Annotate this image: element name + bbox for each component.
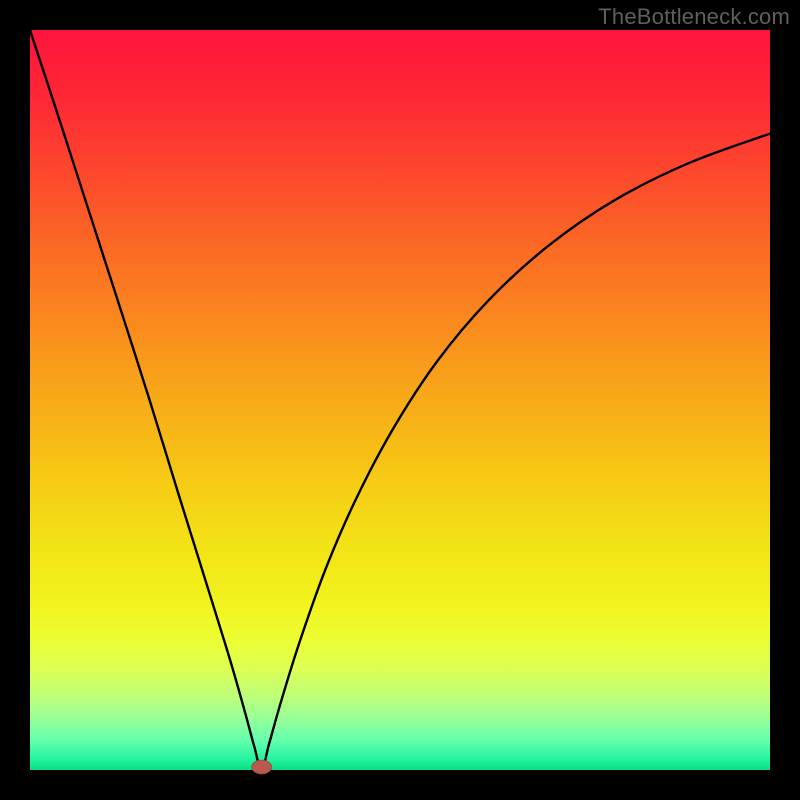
- chart-container: TheBottleneck.com: [0, 0, 800, 800]
- plot-background: [30, 30, 770, 770]
- watermark-text: TheBottleneck.com: [598, 4, 790, 30]
- bottleneck-chart: [0, 0, 800, 800]
- minimum-marker: [252, 760, 272, 774]
